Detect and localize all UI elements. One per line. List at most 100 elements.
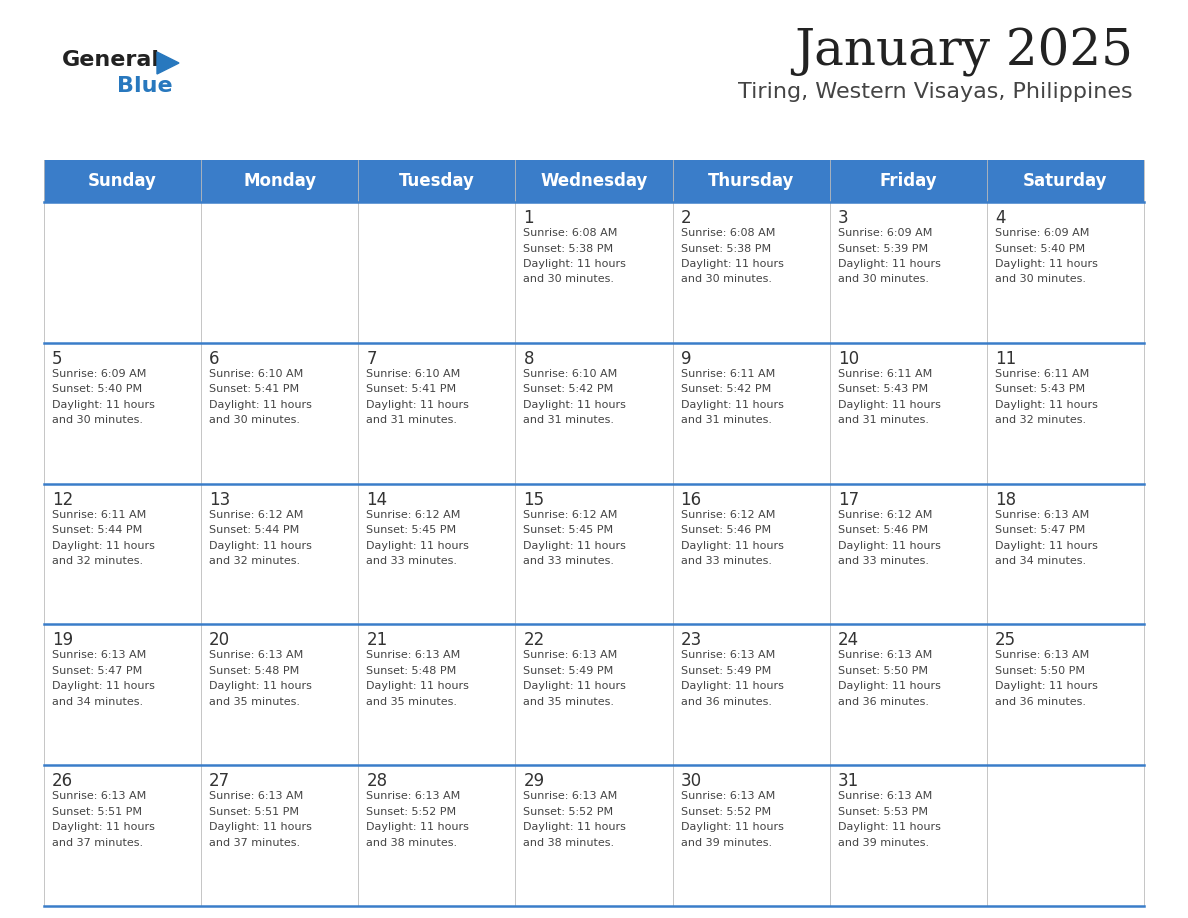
Text: 11: 11 (994, 350, 1016, 368)
Text: Sunset: 5:41 PM: Sunset: 5:41 PM (366, 385, 456, 395)
Text: 26: 26 (52, 772, 74, 790)
Text: and 35 minutes.: and 35 minutes. (366, 697, 457, 707)
Text: Sunrise: 6:11 AM: Sunrise: 6:11 AM (681, 369, 775, 379)
Text: and 30 minutes.: and 30 minutes. (994, 274, 1086, 285)
Text: Sunrise: 6:13 AM: Sunrise: 6:13 AM (52, 650, 146, 660)
Text: Sunset: 5:42 PM: Sunset: 5:42 PM (681, 385, 771, 395)
Text: Sunset: 5:52 PM: Sunset: 5:52 PM (681, 807, 771, 817)
Text: Sunset: 5:38 PM: Sunset: 5:38 PM (524, 243, 613, 253)
Text: and 33 minutes.: and 33 minutes. (524, 556, 614, 566)
Text: Sunset: 5:51 PM: Sunset: 5:51 PM (209, 807, 299, 817)
Text: Daylight: 11 hours: Daylight: 11 hours (209, 823, 312, 833)
Text: 16: 16 (681, 490, 702, 509)
Text: and 31 minutes.: and 31 minutes. (366, 415, 457, 425)
Bar (44, 160, 1144, 202)
Text: 10: 10 (838, 350, 859, 368)
Text: and 36 minutes.: and 36 minutes. (681, 697, 771, 707)
Text: Sunrise: 6:08 AM: Sunrise: 6:08 AM (681, 228, 775, 238)
Text: Sunset: 5:40 PM: Sunset: 5:40 PM (994, 243, 1085, 253)
Bar (672, 342, 829, 484)
Text: Daylight: 11 hours: Daylight: 11 hours (524, 541, 626, 551)
Bar (516, 624, 672, 766)
Text: Sunset: 5:40 PM: Sunset: 5:40 PM (52, 385, 143, 395)
Bar (516, 202, 672, 342)
Text: and 32 minutes.: and 32 minutes. (994, 415, 1086, 425)
Text: Sunrise: 6:13 AM: Sunrise: 6:13 AM (994, 650, 1089, 660)
Text: and 30 minutes.: and 30 minutes. (681, 274, 771, 285)
Bar (44, 484, 201, 624)
Text: and 38 minutes.: and 38 minutes. (524, 838, 614, 847)
Text: 12: 12 (52, 490, 74, 509)
Text: Sunrise: 6:09 AM: Sunrise: 6:09 AM (994, 228, 1089, 238)
Bar (829, 202, 987, 342)
Text: Sunset: 5:52 PM: Sunset: 5:52 PM (366, 807, 456, 817)
Text: and 38 minutes.: and 38 minutes. (366, 838, 457, 847)
Text: Daylight: 11 hours: Daylight: 11 hours (994, 541, 1098, 551)
Text: Daylight: 11 hours: Daylight: 11 hours (209, 400, 312, 409)
Text: and 36 minutes.: and 36 minutes. (994, 697, 1086, 707)
Text: 31: 31 (838, 772, 859, 790)
Text: January 2025: January 2025 (794, 28, 1133, 77)
Text: 13: 13 (209, 490, 230, 509)
Text: Sunset: 5:49 PM: Sunset: 5:49 PM (524, 666, 614, 676)
Bar (359, 202, 516, 342)
Text: Sunrise: 6:10 AM: Sunrise: 6:10 AM (209, 369, 303, 379)
Text: and 33 minutes.: and 33 minutes. (838, 556, 929, 566)
Bar (201, 484, 359, 624)
Text: Sunrise: 6:13 AM: Sunrise: 6:13 AM (209, 650, 303, 660)
Bar (359, 766, 516, 906)
Text: Sunrise: 6:13 AM: Sunrise: 6:13 AM (838, 650, 931, 660)
Bar (516, 766, 672, 906)
Text: 14: 14 (366, 490, 387, 509)
Text: 28: 28 (366, 772, 387, 790)
Text: Daylight: 11 hours: Daylight: 11 hours (838, 541, 941, 551)
Text: Daylight: 11 hours: Daylight: 11 hours (838, 823, 941, 833)
Text: Sunset: 5:38 PM: Sunset: 5:38 PM (681, 243, 771, 253)
Bar (987, 202, 1144, 342)
Text: Daylight: 11 hours: Daylight: 11 hours (52, 541, 154, 551)
Bar (359, 624, 516, 766)
Text: 17: 17 (838, 490, 859, 509)
Text: Sunset: 5:47 PM: Sunset: 5:47 PM (994, 525, 1085, 535)
Text: and 30 minutes.: and 30 minutes. (524, 274, 614, 285)
Bar (829, 766, 987, 906)
Text: Sunset: 5:43 PM: Sunset: 5:43 PM (838, 385, 928, 395)
Bar (516, 484, 672, 624)
Text: 18: 18 (994, 490, 1016, 509)
Bar (201, 624, 359, 766)
Bar (44, 624, 201, 766)
Text: Sunset: 5:46 PM: Sunset: 5:46 PM (838, 525, 928, 535)
Bar (201, 202, 359, 342)
Text: Daylight: 11 hours: Daylight: 11 hours (52, 681, 154, 691)
Text: and 30 minutes.: and 30 minutes. (838, 274, 929, 285)
Text: Daylight: 11 hours: Daylight: 11 hours (52, 823, 154, 833)
Text: Daylight: 11 hours: Daylight: 11 hours (52, 400, 154, 409)
Text: Sunrise: 6:12 AM: Sunrise: 6:12 AM (366, 509, 461, 520)
Text: Sunrise: 6:12 AM: Sunrise: 6:12 AM (681, 509, 775, 520)
Text: Sunrise: 6:11 AM: Sunrise: 6:11 AM (994, 369, 1089, 379)
Text: Sunset: 5:42 PM: Sunset: 5:42 PM (524, 385, 614, 395)
Text: Sunset: 5:46 PM: Sunset: 5:46 PM (681, 525, 771, 535)
Text: Sunrise: 6:13 AM: Sunrise: 6:13 AM (994, 509, 1089, 520)
Text: 20: 20 (209, 632, 230, 649)
Text: Daylight: 11 hours: Daylight: 11 hours (524, 259, 626, 269)
Text: and 32 minutes.: and 32 minutes. (52, 556, 143, 566)
Text: Sunset: 5:44 PM: Sunset: 5:44 PM (52, 525, 143, 535)
Text: Daylight: 11 hours: Daylight: 11 hours (366, 400, 469, 409)
Text: and 34 minutes.: and 34 minutes. (52, 697, 143, 707)
Text: 22: 22 (524, 632, 544, 649)
Polygon shape (157, 52, 179, 74)
Text: Sunset: 5:39 PM: Sunset: 5:39 PM (838, 243, 928, 253)
Text: Sunrise: 6:12 AM: Sunrise: 6:12 AM (838, 509, 933, 520)
Text: Sunrise: 6:13 AM: Sunrise: 6:13 AM (52, 791, 146, 801)
Text: Daylight: 11 hours: Daylight: 11 hours (994, 400, 1098, 409)
Text: Sunrise: 6:13 AM: Sunrise: 6:13 AM (209, 791, 303, 801)
Bar (987, 624, 1144, 766)
Text: and 36 minutes.: and 36 minutes. (838, 697, 929, 707)
Text: Sunrise: 6:08 AM: Sunrise: 6:08 AM (524, 228, 618, 238)
Text: Daylight: 11 hours: Daylight: 11 hours (994, 259, 1098, 269)
Text: Daylight: 11 hours: Daylight: 11 hours (366, 823, 469, 833)
Text: and 39 minutes.: and 39 minutes. (681, 838, 772, 847)
Text: 30: 30 (681, 772, 702, 790)
Text: Sunrise: 6:12 AM: Sunrise: 6:12 AM (524, 509, 618, 520)
